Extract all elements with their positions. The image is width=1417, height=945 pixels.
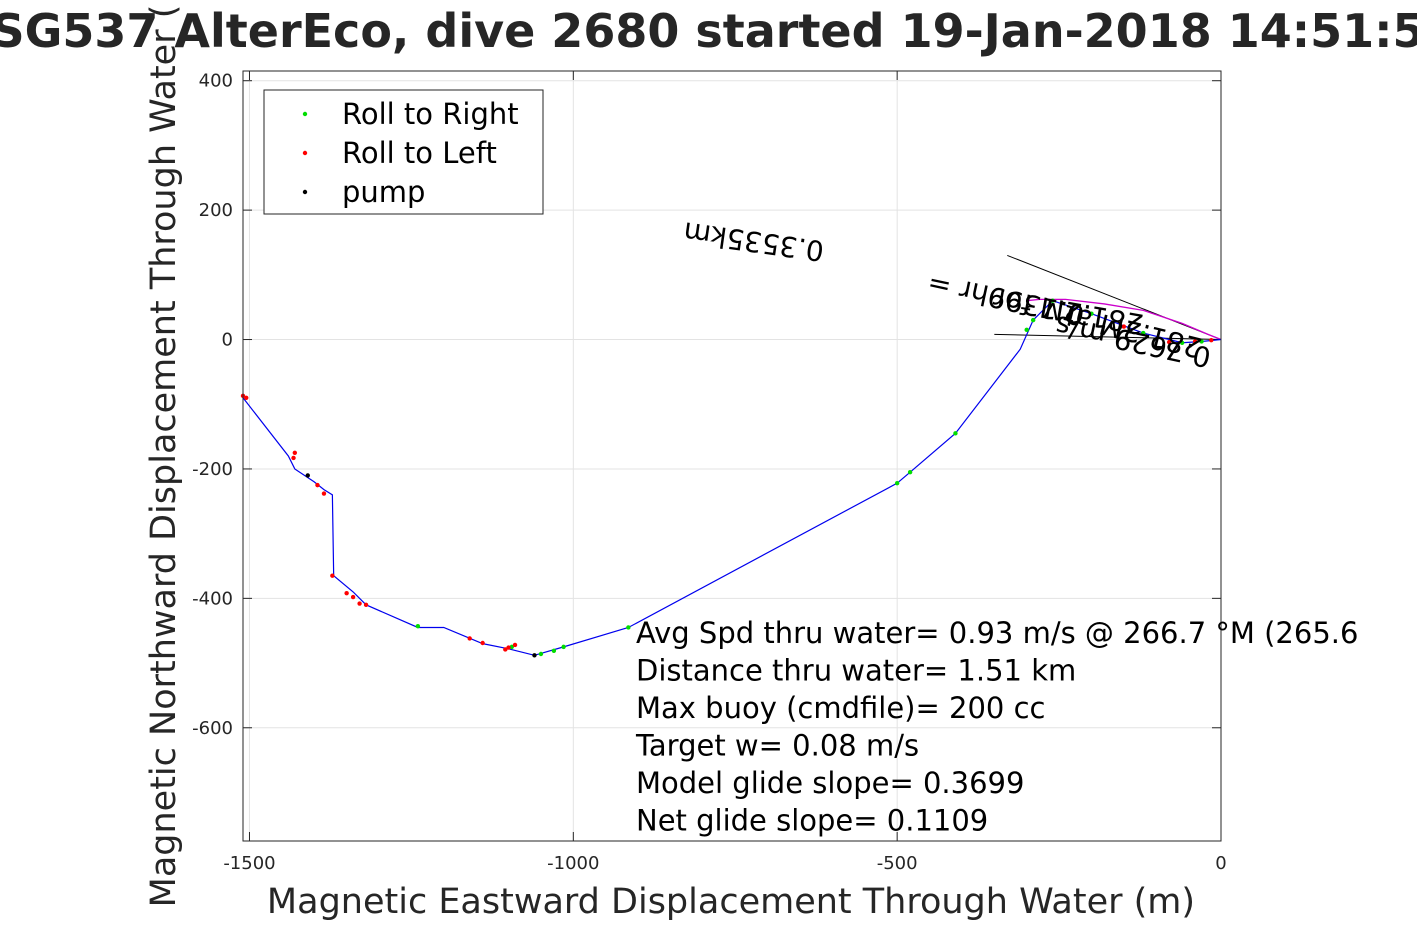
roll-left-point [344, 590, 349, 596]
track-line [242, 300, 1222, 656]
y-tick-label: -600 [192, 718, 233, 739]
y-tick-label: 400 [199, 71, 233, 92]
x-tick-label: -1500 [223, 853, 275, 874]
x-axis-label: Magnetic Eastward Displacement Through W… [267, 882, 1195, 922]
stats-line: Model glide slope= 0.3699 [636, 766, 1024, 800]
roll-right-point [551, 648, 557, 653]
y-axis-ticks: 400 200 0 -200 -400 -600 [192, 71, 1221, 739]
roll-left-point [291, 455, 296, 461]
guide-line [1007, 254, 1222, 340]
plot-frame [242, 70, 1222, 842]
pump-point [305, 473, 310, 478]
y-tick-label: 200 [199, 200, 233, 221]
roll-left-point [1192, 339, 1198, 344]
roll-left-point [467, 636, 472, 641]
roll-left-point [1121, 324, 1127, 329]
roll-left-point [1166, 339, 1172, 345]
y-tick-label: -200 [192, 459, 233, 480]
roll-left-point [480, 640, 485, 646]
roll-right-point [626, 625, 631, 630]
y-tick-label: 0 [222, 330, 233, 351]
legend-label: pump [342, 175, 425, 209]
roll-right-point [1179, 340, 1185, 345]
y-axis-label: Magnetic Northward Displacement Through … [144, 5, 184, 908]
roll-right-point [1199, 339, 1204, 344]
pump-point [532, 653, 537, 658]
roll-right-point [894, 480, 900, 486]
stats-line: Max buoy (cmdfile)= 200 cc [636, 691, 1045, 725]
roll-right-point [1141, 330, 1146, 336]
roll-left-point [503, 647, 508, 652]
roll-right-point [907, 469, 913, 475]
plot-marks [240, 298, 1222, 658]
stats-line: Net glide slope= 0.1109 [636, 804, 988, 838]
legend-label: Roll to Right [342, 97, 519, 131]
roll-left-point [363, 602, 369, 608]
roll-right-point [538, 651, 544, 657]
legend-label: Roll to Left [342, 136, 497, 170]
chart-title: SG537 AlterEco, dive 2680 started 19-Jan… [0, 4, 1417, 58]
roll-right-point [1024, 327, 1029, 333]
legend-marker [302, 111, 308, 117]
stats-line: Distance thru water= 1.51 km [636, 654, 1076, 688]
roll-right-point [1030, 317, 1036, 323]
roll-left-point [321, 491, 327, 496]
x-tick-label: -500 [877, 853, 918, 874]
roll-right-point [561, 644, 566, 650]
heading-arc [1026, 298, 1222, 341]
x-tick-label: 0 [1215, 853, 1226, 874]
roll-left-point [1209, 337, 1214, 343]
legend-box [263, 89, 544, 215]
roll-left-point [315, 482, 320, 488]
stats-line: Avg Spd thru water= 0.93 m/s @ 266.7 °M … [636, 616, 1358, 650]
stats-annotations: Avg Spd thru water= 0.93 m/s @ 266.7 °M … [635, 616, 1358, 838]
roll-right-point [953, 431, 958, 436]
roll-right-point [1089, 311, 1094, 316]
rotated-annotation: 0.3535km [681, 215, 826, 267]
roll-left-point [244, 395, 249, 400]
roll-left-point [330, 573, 335, 578]
roll-left-point [357, 601, 362, 606]
legend: Roll to Right Roll to Left pump [263, 89, 544, 215]
guide-lines [994, 254, 1222, 341]
legend-marker [302, 189, 308, 195]
roll-left-point [506, 645, 511, 650]
y-tick-label: -400 [192, 588, 233, 609]
roll-left-point [292, 450, 298, 455]
roll-left-point [350, 594, 356, 600]
roll-right-point [415, 623, 421, 629]
stats-line: Target w= 0.08 m/s [635, 729, 919, 763]
roll-right-point [1050, 298, 1055, 303]
legend-marker [302, 150, 308, 156]
guide-line [994, 333, 1222, 341]
roll-left-point [512, 642, 518, 648]
x-tick-label: -1000 [547, 853, 599, 874]
